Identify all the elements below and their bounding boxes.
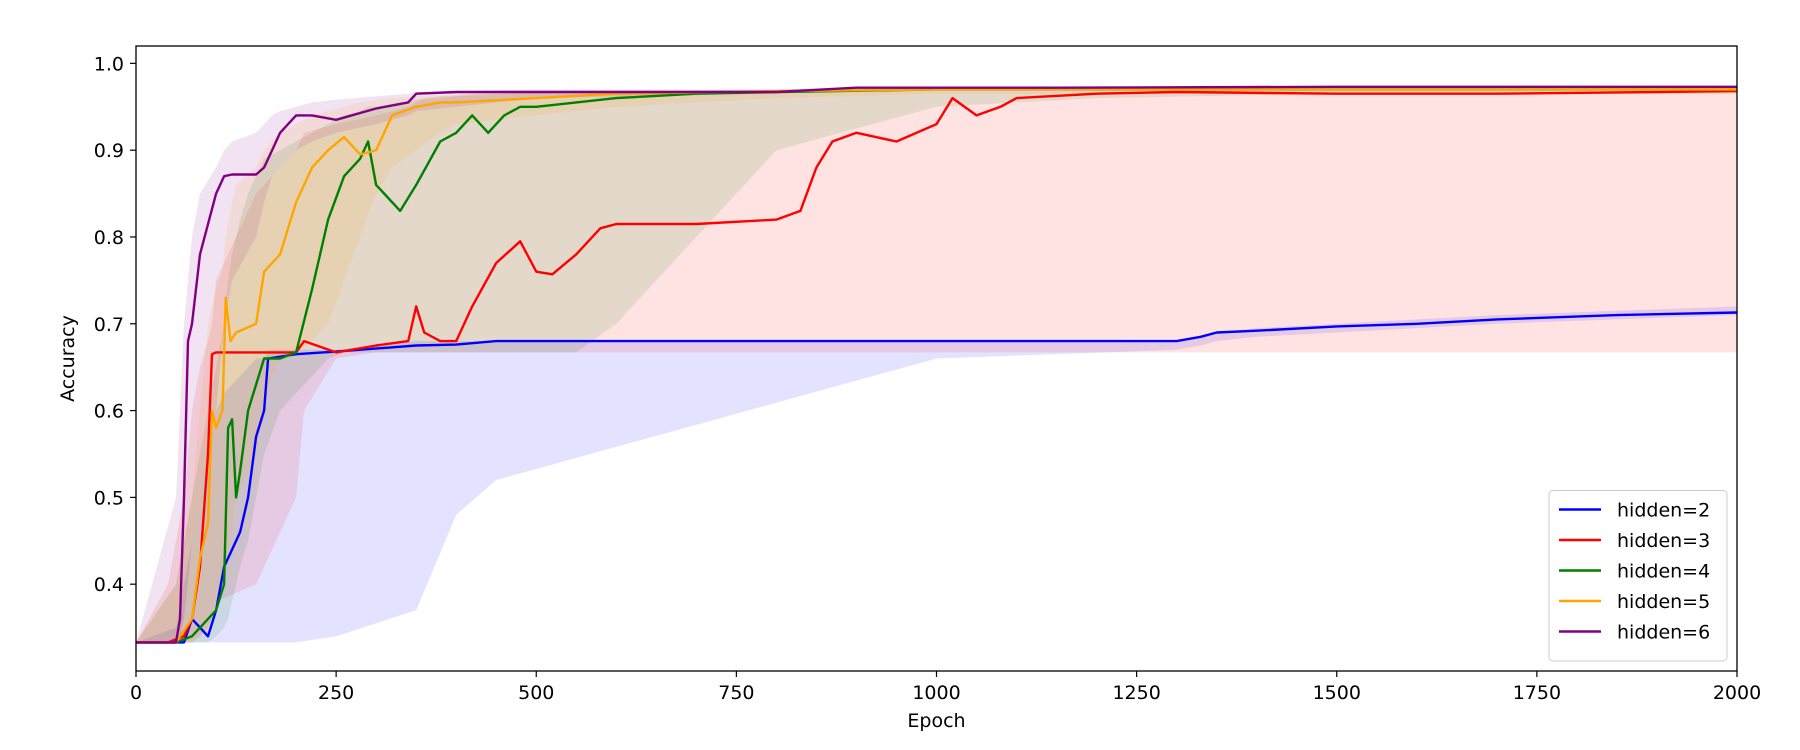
legend-label: hidden=2 bbox=[1617, 500, 1710, 522]
line-hidden-2 bbox=[136, 311, 1738, 644]
line-hidden-3 bbox=[136, 89, 1738, 644]
y-tick-label: 0.4 bbox=[94, 574, 124, 596]
x-tick-label: 1000 bbox=[912, 682, 960, 704]
legend-label: hidden=6 bbox=[1617, 622, 1710, 644]
x-tick-label: 1250 bbox=[1112, 682, 1160, 704]
y-tick-label: 0.9 bbox=[94, 140, 124, 162]
line-hidden-6 bbox=[136, 85, 1737, 644]
x-tick-label: 1500 bbox=[1313, 682, 1361, 704]
legend-box bbox=[1548, 490, 1728, 662]
line-hidden-4 bbox=[136, 88, 1737, 644]
legend: hidden=2 hidden=3 hidden=4 hidden=5 hidden=6 bbox=[1548, 490, 1728, 662]
y-tick-label: 0.6 bbox=[94, 401, 124, 423]
x-tick-label: 250 bbox=[318, 682, 354, 704]
x-tick-label: 500 bbox=[518, 682, 554, 704]
y-tick-label: 0.7 bbox=[94, 314, 124, 336]
x-tick-label: 750 bbox=[718, 682, 754, 704]
legend-label: hidden=3 bbox=[1617, 530, 1710, 552]
legend-label: hidden=4 bbox=[1617, 561, 1710, 583]
x-axis-ticks: 0 250 500 750 1000 1250 1500 1750 2000 bbox=[130, 671, 1761, 704]
series-lines bbox=[136, 85, 1738, 644]
x-tick-label: 2000 bbox=[1713, 682, 1761, 704]
line-hidden-5 bbox=[136, 88, 1737, 644]
band-hidden-2 bbox=[136, 306, 1737, 643]
x-axis-title: Epoch bbox=[907, 710, 965, 732]
x-tick-label: 0 bbox=[130, 682, 142, 704]
y-axis-title: Accuracy bbox=[57, 315, 79, 402]
band-hidden-5 bbox=[136, 89, 1737, 643]
x-tick-label: 1750 bbox=[1513, 682, 1561, 704]
band-hidden-4 bbox=[136, 89, 1737, 643]
band-hidden-6 bbox=[136, 86, 1737, 643]
y-tick-label: 0.8 bbox=[94, 227, 124, 249]
y-tick-label: 0.5 bbox=[94, 487, 124, 509]
confidence-bands bbox=[136, 86, 1737, 643]
y-axis-ticks: 0.4 0.5 0.6 0.7 0.8 0.9 1.0 bbox=[94, 53, 136, 596]
band-hidden-3 bbox=[136, 91, 1737, 643]
y-tick-label: 1.0 bbox=[94, 53, 124, 75]
legend-label: hidden=5 bbox=[1617, 591, 1710, 613]
